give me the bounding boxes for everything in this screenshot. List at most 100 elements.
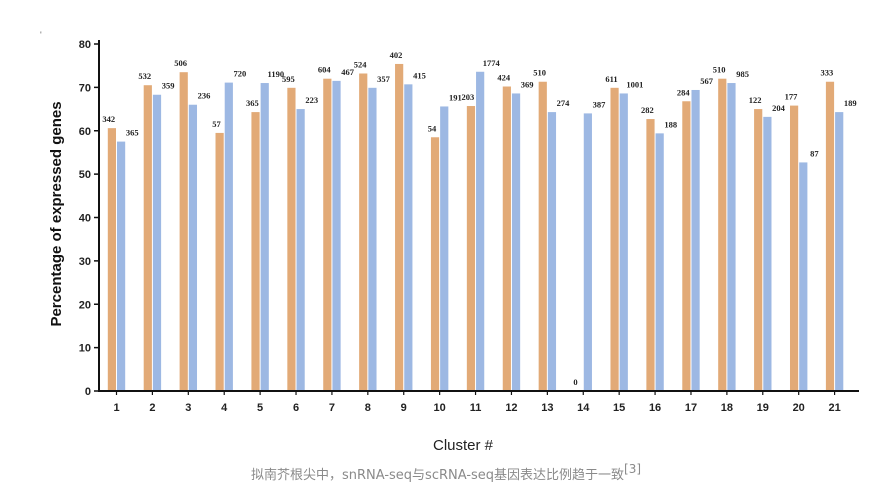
bar-series-1-cluster-10: [430, 137, 440, 391]
y-tick-label: 10: [79, 343, 91, 355]
bar-series-1-cluster-1: [107, 128, 116, 391]
bar-series-2-cluster-2: [152, 94, 162, 391]
y-tick-label: 30: [79, 256, 91, 268]
data-label-series-2: 204: [772, 103, 786, 113]
data-label-series-1: 282: [641, 105, 654, 115]
bar-series-2-cluster-11: [476, 71, 485, 391]
x-tick-label: 10: [434, 402, 446, 414]
x-tick-label: 9: [401, 402, 407, 414]
x-tick-label: 11: [470, 402, 482, 414]
data-label-series-2: 1190: [268, 69, 285, 79]
x-tick-label: 4: [221, 402, 228, 414]
data-label-series-2: 467: [341, 67, 355, 77]
data-label-series-2: 1774: [483, 58, 501, 68]
y-tick-label: 70: [79, 82, 91, 94]
bar-series-2-cluster-16: [655, 133, 664, 392]
data-label-series-2: 236: [198, 91, 211, 101]
bar-series-1-cluster-16: [646, 119, 655, 391]
x-tick-label: 19: [757, 402, 769, 414]
bar-series-2-cluster-20: [799, 162, 808, 391]
x-axis-label: Cluster #: [433, 437, 494, 454]
bar-series-1-cluster-2: [143, 85, 152, 392]
data-label-series-2: 357: [377, 74, 391, 84]
x-tick-label: 16: [649, 402, 661, 414]
x-tick-label: 15: [613, 402, 625, 414]
y-axis-label: Percentage of expressed genes: [48, 101, 65, 326]
bar-series-1-cluster-6: [287, 87, 296, 391]
bar-series-1-cluster-3: [179, 72, 188, 391]
data-label-series-1: 203: [461, 92, 474, 102]
corner-mark: ': [40, 30, 42, 40]
bar-series-1-cluster-18: [718, 78, 727, 391]
bar-series-2-cluster-13: [547, 112, 557, 391]
x-tick-label: 2: [149, 402, 155, 414]
data-label-series-2: 87: [810, 148, 819, 158]
bar-series-1-cluster-5: [251, 112, 260, 391]
x-tick-label: 14: [577, 402, 590, 414]
y-tick-label: 50: [79, 169, 91, 181]
data-label-series-2: 415: [413, 70, 426, 80]
y-tick-label: 20: [79, 299, 91, 311]
data-label-series-1: 122: [749, 95, 762, 105]
data-label-series-2: 359: [162, 81, 175, 91]
data-label-series-2: 720: [234, 69, 247, 79]
y-tick-label: 40: [79, 213, 91, 225]
y-tick-label: 60: [79, 126, 91, 138]
bar-series-2-cluster-14: [583, 113, 592, 392]
bar-series-1-cluster-15: [610, 87, 619, 391]
data-label-series-2: 365: [126, 128, 139, 138]
x-tick-label: 8: [365, 402, 371, 414]
data-label-series-1: 365: [246, 98, 259, 108]
y-tick-label: 0: [85, 386, 91, 398]
caption-reference: [3]: [624, 462, 642, 476]
bar-series-2-cluster-9: [404, 84, 413, 392]
bar-series-1-cluster-4: [215, 132, 224, 391]
data-label-series-1: 595: [282, 74, 295, 84]
x-tick-label: 3: [185, 402, 191, 414]
data-label-series-2: 1001: [626, 79, 643, 89]
bar-series-1-cluster-9: [395, 63, 404, 391]
data-label-series-2: 191: [449, 92, 462, 102]
bar-series-1-cluster-11: [466, 106, 476, 392]
data-label-series-1: 177: [785, 92, 799, 102]
x-tick-label: 1: [113, 402, 119, 414]
figure-caption: 拟南芥根尖中，snRNA-seq与scRNA-seq基因表达比例趋于一致[3]: [0, 462, 892, 483]
bar-series-1-cluster-19: [754, 109, 763, 391]
data-label-series-1: 524: [354, 59, 368, 69]
x-axis-ticks: 1 2 3 4 5 6 7 8 9 10 11 12 13 14 15 16 17 18 19 20 21: [113, 391, 841, 414]
data-label-series-2: 369: [521, 79, 534, 89]
bar-series-1-cluster-21: [825, 81, 835, 391]
caption-text: 拟南芥根尖中，snRNA-seq与scRNA-seq基因表达比例趋于一致: [250, 468, 625, 483]
bar-series-1-cluster-7: [323, 78, 332, 391]
bar-series-2-cluster-4: [224, 82, 233, 391]
bar-series-2-cluster-3: [188, 104, 198, 391]
data-label-series-1: 532: [138, 71, 151, 81]
bars: [107, 63, 844, 392]
x-tick-label: 12: [505, 402, 517, 414]
bar-series-2-cluster-15: [619, 93, 628, 391]
x-tick-label: 18: [721, 402, 733, 414]
data-label-series-2: 188: [664, 119, 677, 129]
data-label-series-1: 0: [573, 377, 577, 387]
bar-series-2-cluster-1: [117, 141, 126, 391]
data-label-series-2: 223: [305, 95, 318, 105]
data-label-series-1: 506: [174, 58, 187, 68]
data-label-series-1: 604: [318, 65, 332, 75]
bar-series-1-cluster-17: [682, 101, 691, 391]
bar-series-2-cluster-8: [368, 87, 377, 391]
bar-series-2-cluster-18: [727, 83, 736, 391]
data-label-series-2: 387: [593, 99, 607, 109]
x-tick-label: 20: [793, 402, 805, 414]
bar-series-1-cluster-8: [359, 73, 368, 392]
bar-series-2-cluster-5: [260, 83, 269, 391]
data-label-series-1: 611: [605, 74, 617, 84]
data-label-series-1: 424: [497, 73, 511, 83]
data-label-series-2: 985: [736, 69, 749, 79]
data-label-series-1: 57: [212, 119, 221, 129]
bar-series-1-cluster-13: [538, 81, 547, 391]
bar-series-2-cluster-6: [296, 109, 305, 391]
bar-series-2-cluster-19: [763, 116, 772, 392]
x-tick-label: 7: [329, 402, 335, 414]
